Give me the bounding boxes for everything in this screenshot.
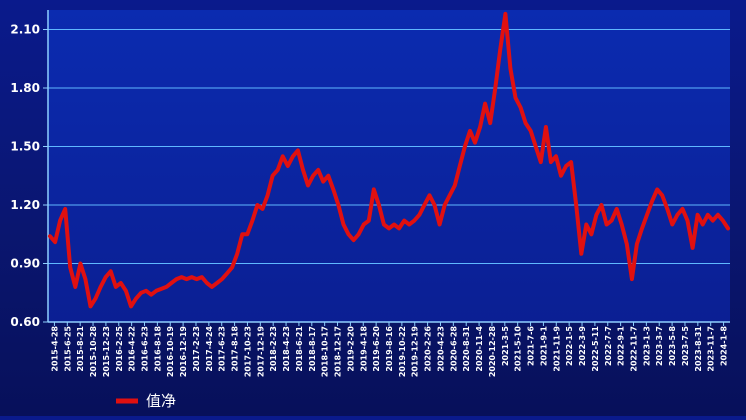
- y-tick-label: 1.20: [10, 198, 40, 212]
- x-tick-label: 2022-11-7: [629, 326, 638, 372]
- x-tick-label: 2017-4-24: [205, 326, 214, 372]
- y-tick-label: 0.60: [10, 315, 40, 329]
- x-tick-label: 2017-6-23: [218, 326, 227, 372]
- x-tick-label: 2015-10-28: [89, 326, 98, 378]
- y-tick-label: 1.50: [10, 140, 40, 154]
- x-tick-label: 2019-8-16: [385, 326, 394, 372]
- x-tick-label: 2018-2-23: [269, 326, 278, 372]
- x-tick-label: 2017-8-18: [231, 326, 240, 372]
- y-tick-label: 1.80: [10, 81, 40, 95]
- x-tick-label: 2022-9-1: [617, 326, 626, 366]
- x-tick-label: 2018-6-21: [295, 326, 304, 372]
- x-tick-label: 2022-5-11: [591, 326, 600, 372]
- x-tick-label: 2022-7-7: [604, 326, 613, 366]
- y-tick-labels: 0.60 0.90 1.20 1.50 1.80 2.10: [10, 23, 40, 330]
- x-tick-label: 2015-6-25: [63, 326, 72, 372]
- x-tick-label: 2023-8-31: [694, 326, 703, 372]
- x-tick-label: 2020-4-23: [436, 326, 445, 372]
- x-tick-labels: 2015-4-28 2015-6-25 2015-8-21 2015-10-28 201…: [50, 326, 728, 378]
- x-tick-label: 2020-12-28: [488, 326, 497, 378]
- axes-layer: [43, 10, 730, 326]
- x-tick-label: 2017-12-19: [256, 326, 265, 378]
- x-tick-label: 2021-7-6: [527, 326, 536, 366]
- x-tick-label: 2021-9-1: [539, 326, 548, 366]
- x-tick-label: 2018-12-17: [334, 326, 343, 377]
- x-tick-label: 2019-12-19: [411, 326, 420, 378]
- series-line: [48, 11, 730, 309]
- x-tick-label: 2018-10-17: [321, 326, 330, 377]
- y-tick-label: 2.10: [10, 23, 40, 37]
- x-tick-label: 2022-3-9: [578, 326, 587, 366]
- x-tick-label: 2020-11-4: [475, 326, 484, 372]
- x-tick-label: 2023-5-8: [668, 326, 677, 366]
- x-tick-label: 2016-8-18: [153, 326, 162, 372]
- x-tick-label: 2018-8-17: [308, 326, 317, 372]
- x-tick-label: 2016-12-19: [179, 326, 188, 378]
- x-tick-label: 2018-4-23: [282, 326, 291, 372]
- legend-label: 值净: [146, 392, 176, 410]
- x-tick-label: 2019-4-18: [359, 326, 368, 372]
- x-tick-label: 2020-8-31: [462, 326, 471, 372]
- x-tick-label: 2015-4-28: [50, 326, 59, 372]
- x-tick-label: 2022-1-5: [565, 326, 574, 366]
- x-tick-label: 2024-1-8: [720, 326, 729, 366]
- x-tick-label: 2019-2-20: [346, 326, 355, 372]
- x-tick-label: 2017-2-23: [192, 326, 201, 372]
- x-tick-label: 2021-5-10: [514, 326, 523, 372]
- x-tick-label: 2015-8-21: [76, 326, 85, 372]
- x-tick-label: 2016-4-22: [128, 326, 137, 372]
- x-tick-label: 2020-6-28: [449, 326, 458, 372]
- x-tick-label: 2023-7-5: [681, 326, 690, 366]
- x-tick-label: 2023-11-7: [707, 326, 716, 372]
- x-tick-label: 2023-3-7: [655, 326, 664, 366]
- x-tick-label: 2019-10-22: [398, 326, 407, 377]
- x-tick-label: 2023-1-3: [642, 326, 651, 366]
- y-tick-label: 0.90: [10, 257, 40, 271]
- legend: 值净: [116, 392, 176, 410]
- series-layer: [48, 11, 730, 309]
- x-tick-label: 2016-6-23: [141, 326, 150, 372]
- x-tick-label: 2015-12-23: [102, 326, 111, 377]
- x-tick-label: 2016-2-25: [115, 326, 124, 372]
- x-tick-label: 2021-11-9: [552, 326, 561, 372]
- x-tick-label: 2020-2-26: [424, 326, 433, 372]
- x-tick-label: 2021-3-5: [501, 326, 510, 366]
- x-tick-label: 2019-6-20: [372, 326, 381, 372]
- x-tick-label: 2017-10-23: [243, 326, 252, 377]
- plot-area: [48, 10, 730, 322]
- x-tick-label: 2016-10-19: [166, 326, 175, 378]
